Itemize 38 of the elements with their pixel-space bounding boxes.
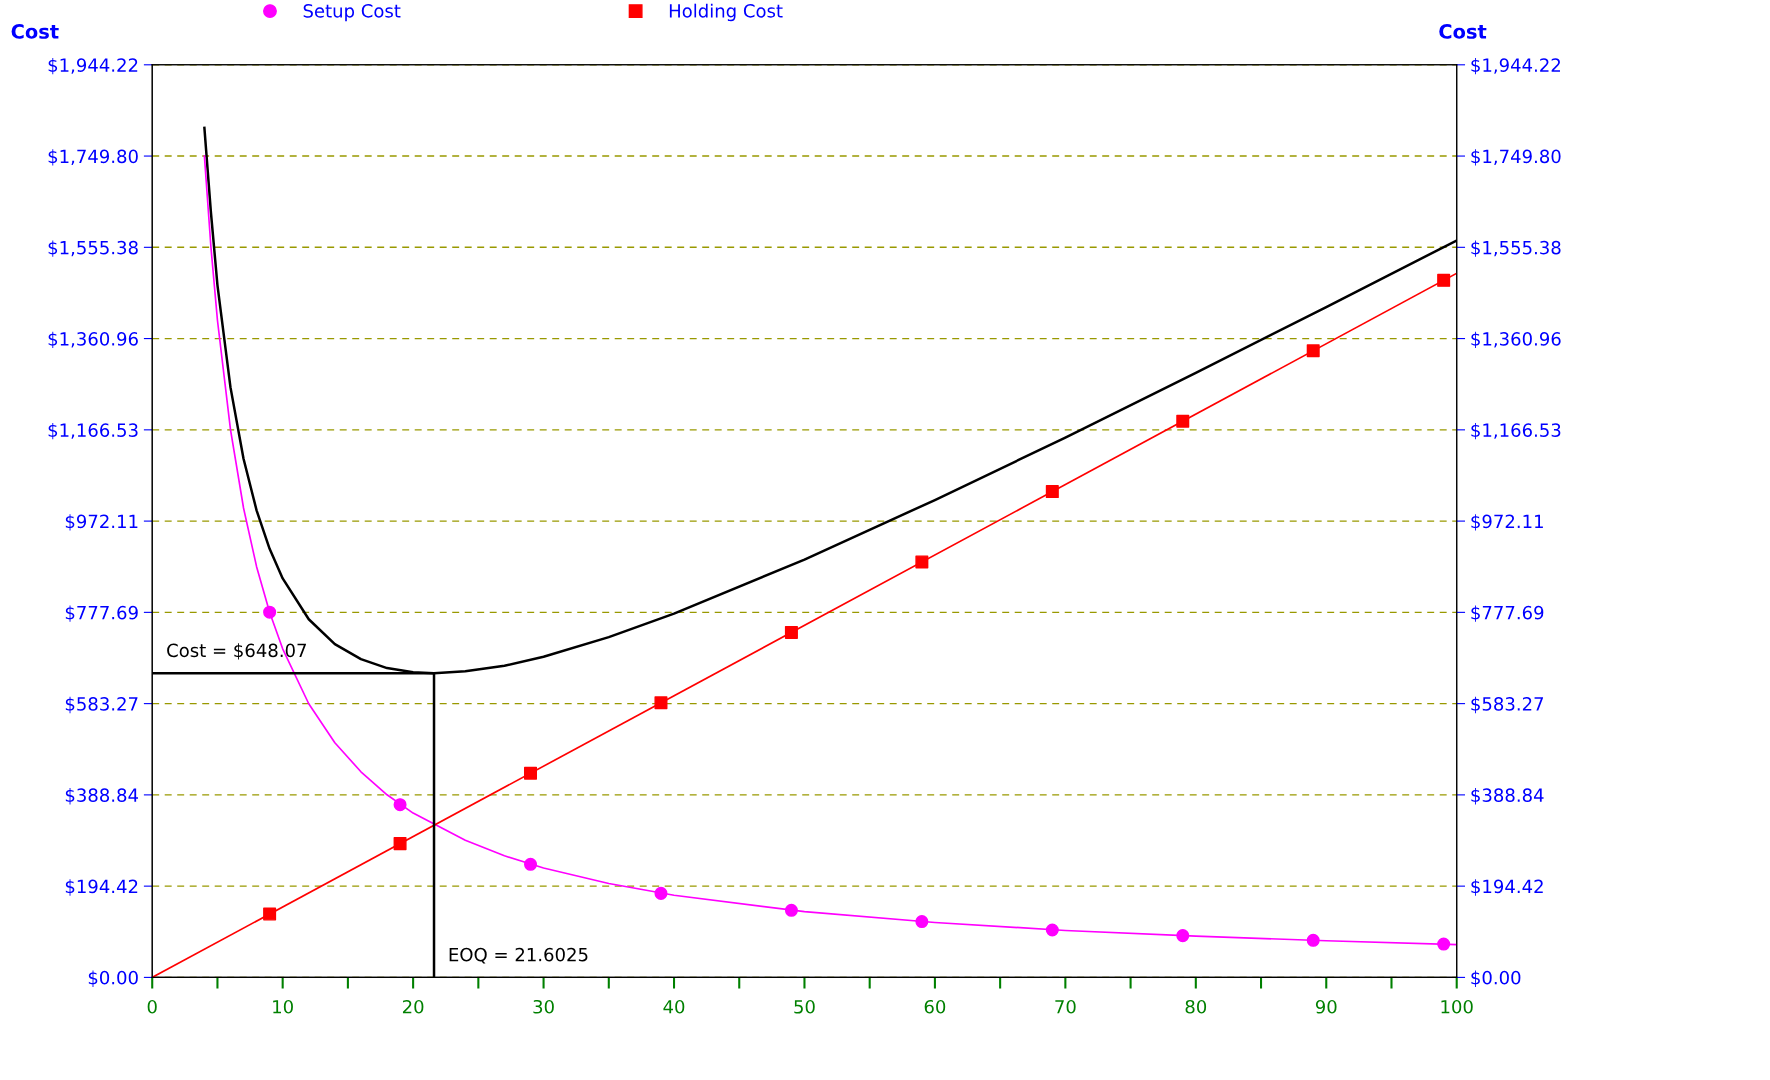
y-tick-label: $777.69 [65,605,138,622]
annotation: EOQ = 21.6025 [449,947,588,964]
y-axis-title: Cost [11,24,59,39]
y2-tick-label: $1,360.96 [1471,331,1561,349]
y2-tick-label: $1,555.38 [1471,240,1561,257]
x-tick-label: 50 [794,999,815,1014]
y2-tick-label: $388.84 [1471,788,1544,805]
y-tick-label: $0.00 [88,970,138,987]
y-tick-label: $1,166.53 [48,422,138,440]
y-tick-label: $194.42 [65,879,138,896]
x-tick-label: 60 [924,999,946,1014]
x-tick-label: 70 [1055,999,1076,1014]
legend-label: Setup Cost [303,4,401,22]
y2-tick-label: $1,944.22 [1471,57,1560,75]
y-tick-label: $1,360.96 [48,331,138,349]
x-tick-label: 20 [402,999,424,1014]
y2-tick-label: $972.11 [1471,514,1543,531]
y2-tick-label: $1,749.80 [1471,149,1561,166]
x-tick-label: 40 [663,999,685,1014]
legend-label: Holding Cost [669,3,783,22]
x-tick-label: 90 [1315,999,1337,1014]
y-tick-label: $1,944.22 [48,57,138,75]
y2-tick-label: $777.69 [1471,605,1544,622]
y-tick-label: $972.11 [65,514,138,531]
y2-tick-label: $583.27 [1471,696,1544,714]
y2-tick-label: $194.42 [1471,879,1543,896]
y-tick-label: $388.84 [65,788,139,805]
x-tick-label: 100 [1441,999,1473,1014]
y-tick-label: $1,555.38 [48,240,138,257]
y2-tick-label: $1,166.53 [1471,422,1561,440]
x-tick-label: 80 [1185,999,1207,1014]
y-tick-label: $1,749.80 [48,149,138,166]
y2-tick-label: $0.00 [1471,970,1521,987]
x-tick-label: 0 [147,999,157,1014]
y-tick-label: $583.27 [65,696,138,714]
y2-axis-title: Cost [1439,24,1487,39]
x-tick-label: 10 [273,999,293,1014]
x-tick-label: 30 [533,999,554,1014]
